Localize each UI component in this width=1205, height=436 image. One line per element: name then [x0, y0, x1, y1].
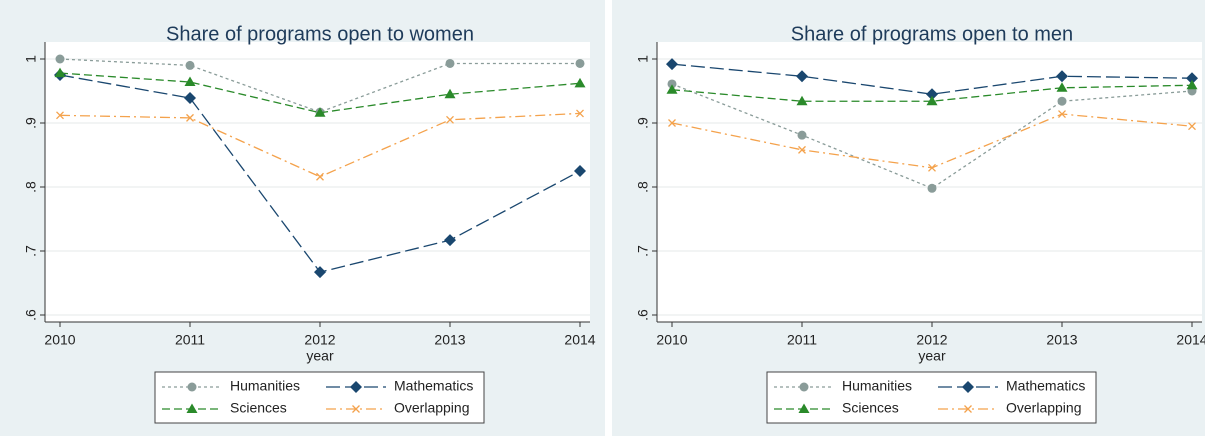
marker: [1056, 70, 1068, 83]
x-tick-label: 2014: [1176, 332, 1205, 348]
marker: [184, 92, 196, 105]
marker: [796, 70, 808, 83]
chart-title: Share of programs open to men: [791, 23, 1073, 45]
y-tick-label: .6: [23, 309, 39, 321]
chart-panel: Share of programs open to women .6 .7 .8 .9 1…: [0, 0, 605, 436]
marker: [926, 95, 938, 106]
marker: [444, 88, 456, 99]
marker: [576, 109, 584, 118]
marker: [926, 88, 938, 101]
x-tick-label: 2014: [564, 332, 595, 348]
x-tick-label: 2012: [916, 332, 947, 348]
chart-title: Share of programs open to women: [166, 23, 474, 45]
marker: [1186, 72, 1198, 85]
marker: [314, 107, 326, 117]
legend-marker: [186, 403, 198, 413]
legend: Humanities Mathematics Sciences Overlapping: [154, 371, 485, 424]
y-tick-label: .7: [635, 245, 651, 257]
plot-area: [657, 42, 1202, 322]
y-tick-label: .7: [23, 245, 39, 257]
legend-marker: [350, 381, 362, 393]
x-tick-label: 2011: [175, 332, 205, 348]
legend-marker: [352, 405, 360, 413]
legend-marker: [964, 405, 972, 413]
marker: [1186, 79, 1198, 90]
legend-label: Overlapping: [394, 400, 470, 416]
marker: [666, 58, 678, 71]
marker: [55, 54, 65, 64]
x-tick-label: 2013: [1046, 332, 1077, 348]
marker: [574, 165, 586, 177]
legend-label: Humanities: [842, 378, 912, 394]
marker: [1188, 122, 1196, 131]
marker: [1058, 110, 1066, 118]
marker: [666, 84, 678, 94]
marker: [56, 111, 64, 120]
legend-marker: [187, 382, 197, 392]
marker: [185, 60, 195, 70]
x-tick-label: 2013: [434, 332, 465, 348]
marker: [1056, 82, 1068, 92]
legend-box: [766, 371, 1097, 424]
marker: [797, 130, 807, 140]
marker: [574, 77, 586, 88]
y-tick-label: .9: [23, 117, 39, 129]
x-tick-label: 2010: [44, 332, 75, 348]
x-tick-label: 2010: [656, 332, 687, 348]
y-tick-label: 1: [635, 55, 651, 63]
marker: [314, 266, 326, 279]
legend-label: Sciences: [842, 400, 899, 416]
marker: [667, 79, 677, 89]
chart-panel: Share of programs open to men .6 .7 .8 .9 1 20…: [612, 0, 1205, 436]
marker: [316, 172, 324, 181]
y-tick-label: .6: [635, 309, 651, 321]
legend-marker: [962, 381, 974, 393]
marker: [668, 119, 676, 127]
y-tick-label: .8: [23, 181, 39, 193]
legend: Humanities Mathematics Sciences Overlapping: [766, 371, 1097, 424]
x-tick-label: 2012: [304, 332, 335, 348]
marker: [445, 58, 455, 68]
series-line: [59, 72, 581, 114]
legend-label: Mathematics: [394, 378, 473, 394]
marker: [798, 145, 806, 154]
legend-label: Sciences: [230, 400, 287, 416]
marker: [444, 234, 456, 247]
marker: [1057, 96, 1067, 106]
x-axis-label: year: [306, 348, 334, 364]
marker: [184, 76, 196, 87]
y-tick-label: .8: [635, 181, 651, 193]
legend-marker: [799, 382, 809, 392]
series-line: [59, 58, 580, 113]
series-line: [671, 63, 1193, 95]
marker: [54, 67, 66, 78]
legend-label: Mathematics: [1006, 378, 1085, 394]
marker: [575, 58, 585, 68]
marker: [446, 115, 454, 124]
y-tick-label: 1: [23, 55, 39, 63]
marker: [927, 183, 937, 193]
series-line: [59, 112, 581, 178]
x-axis-label: year: [918, 348, 946, 364]
legend-label: Overlapping: [1006, 400, 1082, 416]
marker: [796, 95, 808, 106]
plot-area: [45, 42, 590, 322]
series-line: [671, 83, 1193, 190]
series-line: [671, 84, 1193, 102]
y-tick-label: .9: [635, 117, 651, 129]
marker: [186, 113, 194, 122]
marker: [928, 163, 936, 172]
x-tick-label: 2011: [787, 332, 817, 348]
legend-label: Humanities: [230, 378, 300, 394]
legend-marker: [798, 403, 810, 413]
legend-box: [154, 371, 485, 424]
